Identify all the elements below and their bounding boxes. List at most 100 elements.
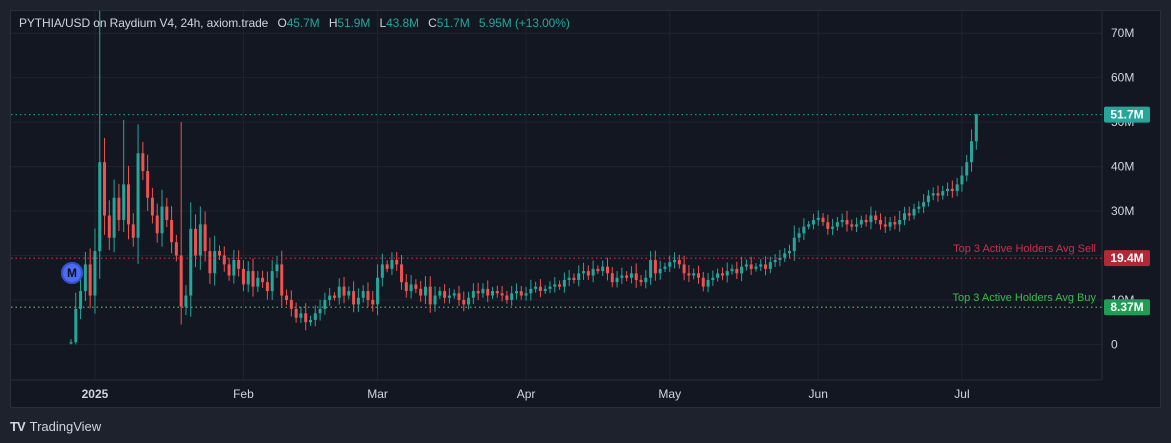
candle-body bbox=[232, 259, 236, 276]
candle-body bbox=[423, 286, 427, 296]
candle-body bbox=[476, 291, 480, 294]
candle-body bbox=[898, 219, 902, 225]
candle-body bbox=[883, 224, 887, 227]
candle-body bbox=[414, 284, 418, 289]
candle-body bbox=[754, 266, 758, 269]
legend-low-label: L bbox=[379, 16, 387, 30]
candle-body bbox=[591, 268, 595, 276]
candle-body bbox=[582, 271, 586, 274]
candle-body bbox=[519, 291, 523, 296]
candle-body bbox=[773, 259, 777, 263]
candle-body bbox=[150, 197, 154, 216]
candle-body bbox=[802, 226, 806, 234]
candle-body bbox=[534, 286, 538, 289]
candle-body bbox=[960, 175, 964, 185]
candle-body bbox=[261, 277, 265, 283]
candle-body bbox=[213, 251, 217, 274]
candle-body bbox=[859, 219, 863, 225]
candle-body bbox=[194, 228, 198, 256]
candle-body bbox=[237, 259, 241, 269]
candle-body bbox=[366, 291, 370, 300]
candle-body bbox=[208, 251, 212, 274]
candle-body bbox=[955, 184, 959, 192]
candle-body bbox=[768, 262, 772, 269]
candle-body bbox=[98, 162, 102, 252]
candle-body bbox=[299, 313, 303, 318]
candle-body bbox=[400, 264, 404, 283]
candle-body bbox=[922, 202, 926, 207]
candle-body bbox=[457, 293, 461, 300]
candle-body bbox=[850, 224, 854, 227]
event-marker[interactable]: M bbox=[61, 262, 83, 284]
candle-body bbox=[907, 213, 911, 216]
candle-body bbox=[816, 217, 820, 220]
candle-body bbox=[88, 264, 92, 296]
candle-body bbox=[438, 291, 442, 296]
candle-body bbox=[347, 291, 351, 296]
x-tick-label: Mar bbox=[367, 387, 388, 401]
candle-body bbox=[112, 197, 116, 238]
avg-buy-label: Top 3 Active Holders Avg Buy bbox=[953, 292, 1097, 304]
candle-body bbox=[970, 141, 974, 163]
candle-body bbox=[419, 288, 423, 296]
candle-body bbox=[864, 219, 868, 223]
candle-body bbox=[74, 308, 78, 343]
candle-body bbox=[687, 273, 691, 276]
candle-body bbox=[491, 291, 495, 296]
candle-body bbox=[103, 162, 107, 216]
candle-body bbox=[567, 277, 571, 280]
candle-body bbox=[304, 313, 308, 323]
candle-body bbox=[917, 206, 921, 209]
candle-body bbox=[673, 259, 677, 263]
candle-body bbox=[443, 291, 447, 298]
candle-body bbox=[471, 291, 475, 298]
candle-body bbox=[677, 259, 681, 265]
candle-body bbox=[342, 286, 346, 296]
candle-body bbox=[663, 266, 667, 269]
candle-body bbox=[902, 213, 906, 220]
candle-body bbox=[251, 271, 255, 287]
candle-body bbox=[749, 264, 753, 269]
candle-body bbox=[428, 286, 432, 305]
x-tick-label: Jun bbox=[809, 387, 828, 401]
y-tick-label: 60M bbox=[1111, 71, 1134, 85]
candle-body bbox=[265, 282, 269, 292]
candle-body bbox=[658, 268, 662, 274]
candle-body bbox=[495, 291, 499, 294]
candle-body bbox=[601, 266, 605, 272]
candle-body bbox=[653, 259, 657, 274]
candle-body bbox=[189, 228, 193, 296]
candle-body bbox=[701, 277, 705, 287]
candle-body bbox=[692, 273, 696, 276]
candle-body bbox=[644, 277, 648, 283]
candle-body bbox=[931, 193, 935, 196]
last-price-badge bbox=[1104, 106, 1150, 123]
candle-body bbox=[146, 171, 150, 198]
candle-body bbox=[783, 253, 787, 258]
candle-body bbox=[69, 342, 73, 344]
candle-body bbox=[83, 264, 87, 292]
candle-body bbox=[788, 251, 791, 254]
candle-body bbox=[548, 286, 552, 289]
candle-body bbox=[610, 273, 614, 283]
candle-body bbox=[280, 264, 284, 296]
legend-symbol: PYTHIA/USD on Raydium V4, 24h, axiom.tra… bbox=[19, 16, 269, 30]
candle-body bbox=[462, 299, 466, 305]
avg-sell-badge-text: 19.4M bbox=[1110, 251, 1143, 265]
candle-body bbox=[835, 222, 839, 227]
candle-body bbox=[256, 277, 260, 287]
candle-body bbox=[217, 251, 221, 256]
candle-body bbox=[117, 197, 121, 220]
candle-body bbox=[328, 295, 332, 300]
candle-body bbox=[246, 271, 250, 285]
candle-body bbox=[893, 222, 897, 225]
candle-body bbox=[840, 219, 844, 223]
candle-body bbox=[759, 264, 763, 267]
candle-body bbox=[404, 282, 408, 292]
candle-body bbox=[811, 219, 815, 225]
candle-body bbox=[553, 284, 557, 287]
tradingview-logo-icon[interactable]: TV bbox=[10, 418, 26, 434]
candle-body bbox=[572, 277, 576, 280]
tradingview-brand[interactable]: TradingView bbox=[29, 418, 102, 434]
